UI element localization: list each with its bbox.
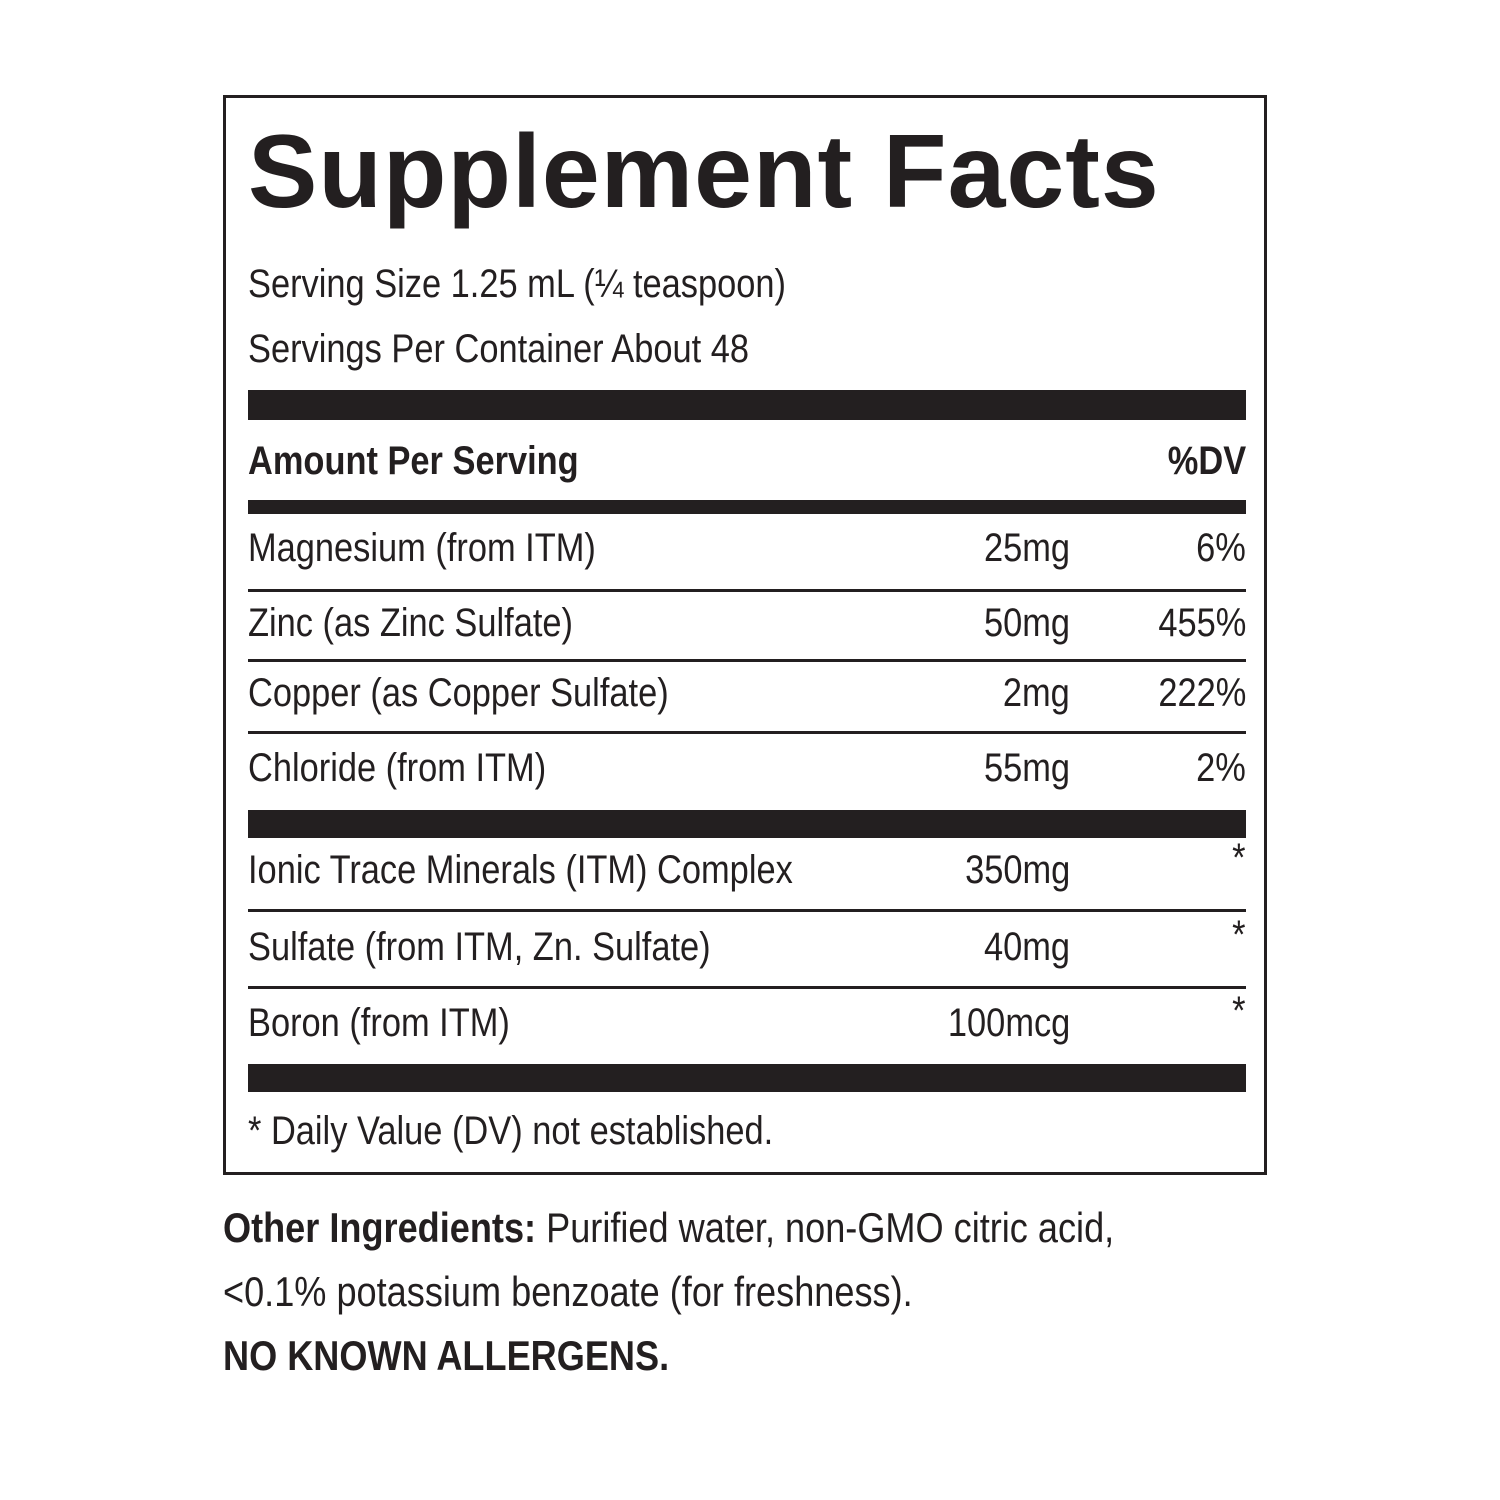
serving-size: Serving Size 1.25 mL (¼ teaspoon)	[248, 262, 786, 306]
nutrient-amount: 40mg	[983, 925, 1070, 969]
nutrient-name: Ionic Trace Minerals (ITM) Complex	[248, 848, 793, 892]
nutrient-name: Magnesium (from ITM)	[248, 526, 596, 570]
other-ingredients-line-2: <0.1% potassium benzoate (for freshness)…	[223, 1268, 913, 1315]
other-ingredients: Other Ingredients: Purified water, non-G…	[223, 1196, 1255, 1388]
medium-divider	[248, 500, 1246, 514]
supplement-facts-panel: Supplement Facts Serving Size 1.25 mL (¼…	[223, 95, 1267, 1175]
nutrient-row: Chloride (from ITM) 55mg 2%	[248, 743, 1246, 793]
nutrient-dv: 6%	[1196, 526, 1246, 570]
dv-not-established-marker: *	[1232, 836, 1246, 880]
dv-not-established-marker: *	[1232, 913, 1246, 957]
nutrient-dv: 222%	[1158, 671, 1246, 715]
thick-divider	[248, 810, 1246, 838]
nutrient-row: Magnesium (from ITM) 25mg 6%	[248, 523, 1246, 573]
allergen-statement: NO KNOWN ALLERGENS.	[223, 1332, 670, 1379]
label-title: Supplement Facts	[248, 114, 1160, 230]
nutrient-dv: 455%	[1158, 601, 1246, 645]
nutrient-amount: 100mcg	[947, 1001, 1070, 1045]
other-nutrient-row: Boron (from ITM) 100mcg *	[248, 989, 1246, 1048]
nutrient-amount: 50mg	[983, 601, 1070, 645]
nutrient-amount: 350mg	[964, 848, 1070, 892]
nutrient-name: Zinc (as Zinc Sulfate)	[248, 601, 573, 645]
other-nutrient-row: Sulfate (from ITM, Zn. Sulfate) 40mg *	[248, 913, 1246, 972]
thick-divider	[248, 390, 1246, 420]
row-divider	[248, 659, 1246, 662]
nutrient-row: Copper (as Copper Sulfate) 2mg 222%	[248, 668, 1246, 718]
nutrient-name: Sulfate (from ITM, Zn. Sulfate)	[248, 925, 711, 969]
nutrient-row: Zinc (as Zinc Sulfate) 50mg 455%	[248, 598, 1246, 648]
row-divider	[248, 731, 1246, 734]
other-nutrient-row: Ionic Trace Minerals (ITM) Complex 350mg…	[248, 836, 1246, 895]
other-ingredients-line-1: Other Ingredients: Purified water, non-G…	[223, 1196, 1255, 1260]
nutrient-amount: 55mg	[983, 746, 1070, 790]
other-ingredients-text: Purified water, non-GMO citric acid,	[536, 1204, 1115, 1251]
row-divider	[248, 909, 1246, 912]
dv-footnote: * Daily Value (DV) not established.	[248, 1109, 774, 1153]
thick-divider	[248, 1064, 1246, 1092]
row-divider	[248, 589, 1246, 592]
amount-per-serving-header: Amount Per Serving	[248, 439, 579, 483]
nutrient-name: Boron (from ITM)	[248, 1001, 510, 1045]
servings-per-container: Servings Per Container About 48	[248, 327, 750, 371]
nutrient-name: Copper (as Copper Sulfate)	[248, 671, 669, 715]
dv-not-established-marker: *	[1232, 989, 1246, 1033]
other-ingredients-heading: Other Ingredients:	[223, 1204, 537, 1251]
nutrient-amount: 2mg	[1003, 671, 1070, 715]
row-divider	[248, 986, 1246, 989]
nutrient-dv: 2%	[1196, 746, 1246, 790]
nutrient-name: Chloride (from ITM)	[248, 746, 547, 790]
dv-header: %DV	[1167, 439, 1246, 483]
nutrient-amount: 25mg	[983, 526, 1070, 570]
